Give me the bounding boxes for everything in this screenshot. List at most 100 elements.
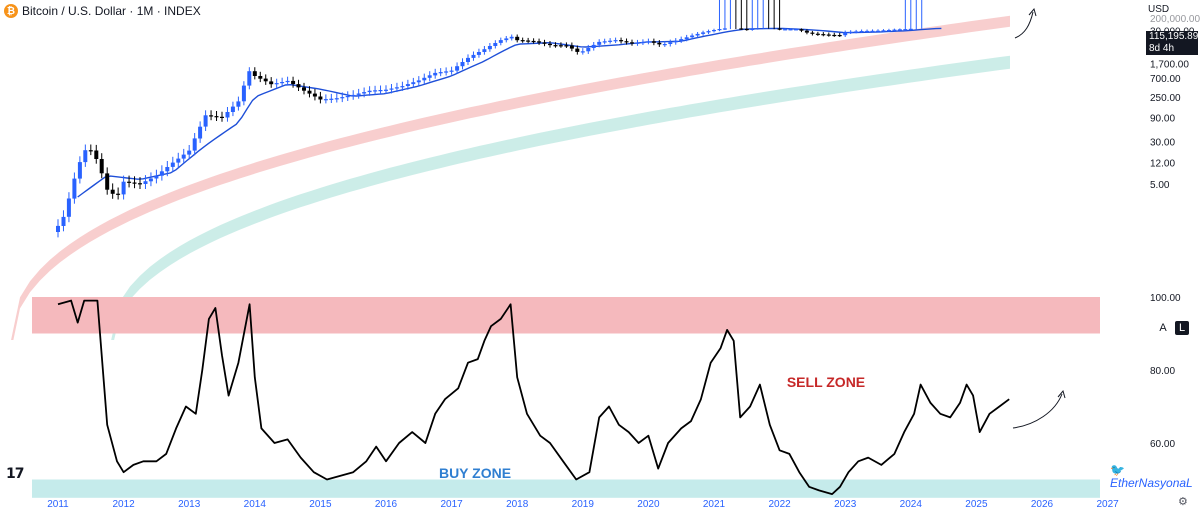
candle <box>148 172 153 187</box>
candle-body <box>903 29 908 31</box>
candle-body <box>515 36 520 41</box>
candle-body <box>531 40 536 43</box>
projection-arrow-osc <box>1012 393 1063 429</box>
candle <box>553 42 558 48</box>
candle <box>77 156 82 184</box>
candle <box>471 51 476 61</box>
auto-scale-button[interactable]: A <box>1159 322 1167 334</box>
candle <box>487 43 492 52</box>
candle <box>537 38 542 45</box>
candle-body <box>203 115 208 127</box>
candle-body <box>187 150 192 155</box>
candle <box>881 29 886 33</box>
candle-body <box>209 115 214 117</box>
candle <box>870 29 875 33</box>
candle <box>362 87 367 98</box>
price-axis-label: 250.00 <box>1150 93 1181 104</box>
candle-body <box>640 42 645 44</box>
candle <box>777 0 782 31</box>
candle-body <box>307 90 312 94</box>
candle-body <box>493 43 498 46</box>
time-axis-label: 2024 <box>900 499 923 510</box>
candle-body <box>263 78 268 82</box>
candle-body <box>230 106 235 112</box>
log-scale-button[interactable]: L <box>1175 321 1189 335</box>
candle-body <box>892 29 897 31</box>
candle <box>203 110 208 131</box>
candle <box>569 42 574 52</box>
candle-body <box>362 92 367 94</box>
candle <box>356 88 361 99</box>
candle <box>684 34 689 42</box>
candle-body <box>586 48 591 52</box>
candle-body <box>340 97 345 99</box>
candle-body <box>810 32 815 34</box>
candle <box>263 74 268 85</box>
candle-body <box>783 29 788 31</box>
buy-zone-label: BUY ZONE <box>439 465 511 481</box>
bitcoin-icon: ₿ <box>4 4 18 18</box>
candle <box>236 96 241 111</box>
candle-body <box>673 40 678 43</box>
candle-body <box>657 42 662 45</box>
candle-body <box>597 41 602 45</box>
candle-body <box>646 41 651 43</box>
candle <box>340 92 345 103</box>
candle <box>679 36 684 43</box>
candle-body <box>296 84 301 88</box>
candle-body <box>498 40 503 43</box>
candle <box>94 144 99 164</box>
candle <box>701 30 706 36</box>
candle-body <box>504 38 509 41</box>
time-axis-label: 2022 <box>768 499 791 510</box>
candle-body <box>351 94 356 97</box>
candle <box>394 82 399 93</box>
candle <box>225 107 230 122</box>
settings-gear-icon[interactable]: ⚙ <box>1178 496 1188 508</box>
candle-body <box>88 150 93 152</box>
candle <box>291 76 296 88</box>
candle <box>72 172 77 204</box>
candle <box>482 46 487 55</box>
candle <box>558 42 563 48</box>
sell-zone-label: SELL ZONE <box>787 374 865 390</box>
candle-body <box>323 99 328 101</box>
candle-body <box>373 90 378 92</box>
tradingview-logo[interactable]: 17 <box>6 466 25 482</box>
candle <box>455 62 460 74</box>
candle-body <box>777 28 782 30</box>
candle <box>826 32 831 37</box>
bar-countdown: 8d 4h <box>1149 43 1175 54</box>
candle <box>99 153 104 179</box>
candle-body <box>804 30 809 33</box>
candle <box>804 29 809 35</box>
candle <box>318 91 323 104</box>
candle <box>630 39 634 46</box>
candle <box>384 85 388 94</box>
candle <box>345 91 350 101</box>
candle-body <box>630 42 634 44</box>
candle-body <box>897 29 902 31</box>
moving-average-line <box>77 27 942 198</box>
candle <box>498 37 503 46</box>
candle-body <box>520 40 525 42</box>
candle-body <box>881 30 886 32</box>
price-axis-label: 30.00 <box>1150 137 1175 148</box>
candle-body <box>739 28 744 30</box>
candle-body <box>526 40 531 42</box>
candle <box>302 82 306 95</box>
currency-label[interactable]: USD <box>1148 4 1170 15</box>
candle-body <box>389 88 394 90</box>
candle <box>897 28 902 31</box>
candle <box>635 39 640 46</box>
candle <box>416 76 421 86</box>
candle-body <box>537 41 542 43</box>
candle <box>651 38 656 46</box>
candle <box>668 39 673 47</box>
candle-body <box>690 35 695 38</box>
candle-body <box>799 29 804 31</box>
candle-body <box>285 80 290 83</box>
candle <box>783 28 788 31</box>
symbol-header[interactable]: ₿ Bitcoin / U.S. Dollar · 1M · INDEX <box>4 3 201 19</box>
